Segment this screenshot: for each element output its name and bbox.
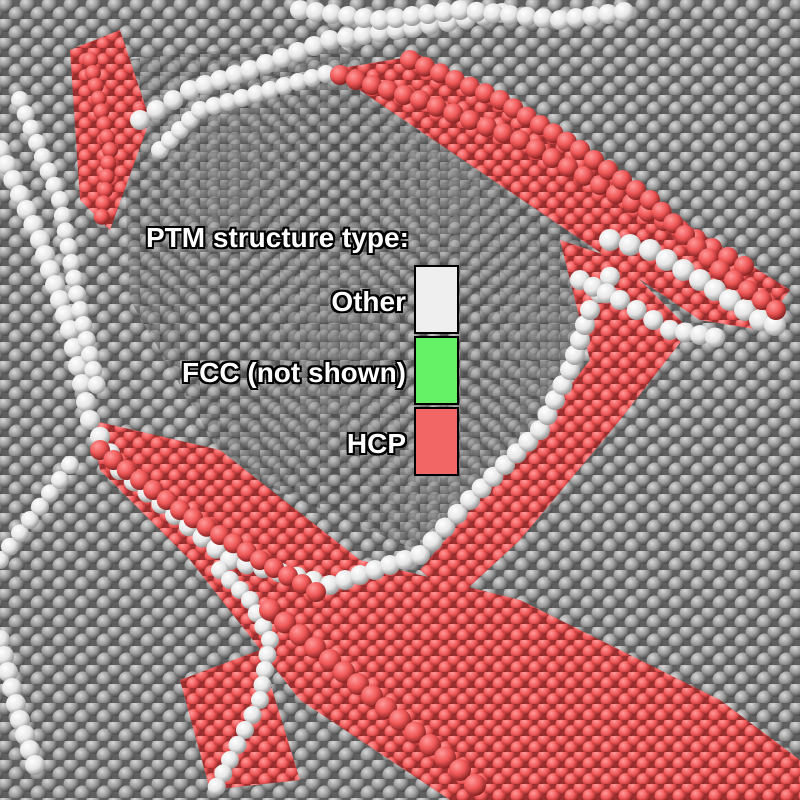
hcp-plane-bottom <box>90 420 800 800</box>
hcp-edge-atoms <box>82 50 786 796</box>
other-atom-rows <box>0 0 786 796</box>
